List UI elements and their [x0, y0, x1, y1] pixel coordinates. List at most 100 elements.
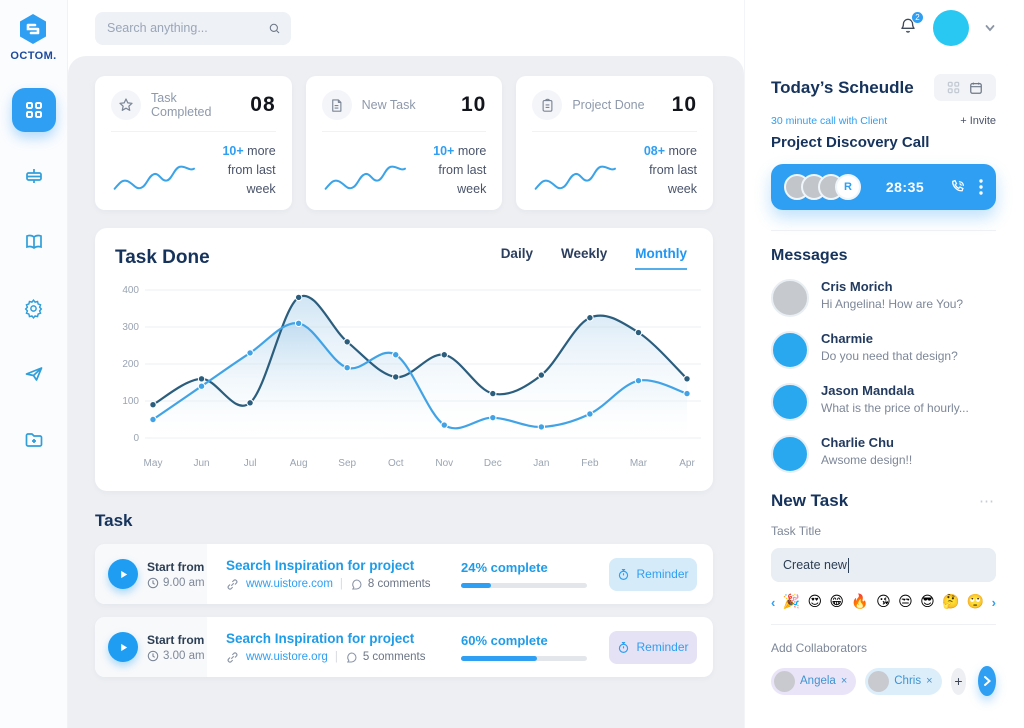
progress-bar: [461, 656, 587, 662]
folder-add-icon: [25, 433, 42, 447]
call-timer: 28:35: [885, 179, 925, 195]
emoji[interactable]: 😍: [807, 594, 823, 610]
collaborator-chip[interactable]: Chris ×: [865, 667, 942, 695]
stat-delta: 10+ more from last week: [433, 144, 487, 196]
submit-task-button[interactable]: [978, 666, 996, 696]
emoji[interactable]: 🙄: [966, 594, 985, 610]
search-icon[interactable]: [268, 20, 281, 37]
svg-text:200: 200: [122, 359, 139, 370]
play-button[interactable]: [108, 632, 138, 663]
schedule-view-toggle[interactable]: [934, 74, 996, 101]
svg-text:Dec: Dec: [484, 458, 502, 469]
task-start-block: Start from 9.00 am: [95, 544, 207, 605]
emoji[interactable]: 🤔: [942, 594, 960, 610]
task-row: Start from 9.00 am Search Inspiration fo…: [95, 544, 713, 605]
svg-text:Sep: Sep: [338, 458, 356, 469]
tab-daily[interactable]: Daily: [500, 246, 533, 262]
emoji[interactable]: 😁: [829, 594, 845, 610]
notifications-button[interactable]: 2: [898, 10, 924, 41]
remove-collaborator-icon[interactable]: ×: [926, 675, 933, 687]
link-icon: [227, 652, 238, 663]
svg-text:400: 400: [122, 285, 139, 296]
progress-bar: [461, 583, 587, 589]
emoji[interactable]: 😘: [876, 594, 891, 610]
calendar-view-icon[interactable]: [969, 81, 983, 95]
task-comments[interactable]: 8 comments: [350, 578, 431, 591]
add-collaborator-button[interactable]: +: [950, 667, 967, 695]
emoji[interactable]: 🔥: [851, 594, 869, 610]
sidebar-item-add-folder[interactable]: [12, 418, 56, 462]
stat-label: New Task: [361, 98, 416, 112]
avatar: [868, 670, 890, 692]
emoji[interactable]: 😒: [898, 594, 913, 610]
start-time: 3.00 am: [147, 650, 205, 662]
sparkline-chart: [534, 165, 617, 191]
sidebar-item-dashboard[interactable]: [11, 88, 56, 132]
phone-icon[interactable]: [949, 178, 967, 196]
task-start-block: Start from 3.00 am: [95, 617, 207, 678]
task-comments[interactable]: 5 comments: [345, 651, 425, 664]
emoji-next-icon[interactable]: ›: [991, 594, 996, 610]
logo[interactable]: OCTOM.: [10, 12, 56, 62]
user-avatar[interactable]: [933, 10, 969, 46]
stat-card-project-done: Project Done 10 08+ more from last week: [516, 76, 713, 211]
emoji-picker: ‹ 🎉 😍 😁 🔥 😘 😒 😎 🤔 🙄 ›: [771, 594, 996, 610]
task-url-link[interactable]: www.uistore.org: [246, 651, 328, 664]
search-bar[interactable]: [95, 11, 291, 45]
new-task-menu-icon[interactable]: ⋯: [979, 493, 996, 510]
collaborator-chip[interactable]: Angela ×: [771, 667, 857, 695]
emoji[interactable]: 🎉: [782, 594, 801, 610]
task-row-title[interactable]: Search Inspiration for project: [226, 630, 415, 646]
active-call-card[interactable]: R 28:35: [771, 164, 996, 210]
task-row-title[interactable]: Search Inspiration for project: [226, 557, 415, 573]
svg-text:300: 300: [122, 322, 139, 333]
task-title-input[interactable]: Create new: [771, 548, 996, 582]
call-menu-icon[interactable]: [979, 179, 983, 195]
svg-text:Feb: Feb: [581, 458, 599, 469]
sidebar-item-send[interactable]: [12, 352, 56, 396]
stat-delta: 08+ more from last week: [643, 144, 697, 196]
message-item[interactable]: Jason Mandala What is the price of hourl…: [771, 383, 996, 421]
emoji-prev-icon[interactable]: ‹: [771, 594, 776, 610]
message-item[interactable]: Charlie Chu Awsome design!!: [771, 435, 996, 473]
stat-card-new-task: New Task 10 10+ more from last week: [305, 76, 503, 211]
call-name: Project Discovery Call: [771, 134, 930, 151]
notification-badge: 2: [911, 10, 924, 24]
reminder-button[interactable]: Reminder: [609, 557, 697, 591]
remove-collaborator-icon[interactable]: ×: [840, 675, 848, 687]
comment-icon: [346, 652, 357, 663]
search-input[interactable]: [107, 21, 268, 35]
play-button[interactable]: [108, 559, 138, 590]
sidebar-item-tools[interactable]: [12, 154, 56, 198]
stat-cards: Task Completed 08 10+ more from last wee…: [95, 76, 713, 211]
progress-label: 24% complete: [461, 560, 548, 576]
grid-view-icon[interactable]: [947, 81, 960, 94]
sidebar-item-library[interactable]: [12, 220, 56, 264]
stat-card-task-completed: Task Completed 08 10+ more from last wee…: [95, 76, 292, 211]
chart-title: Task Done: [115, 247, 210, 269]
comment-icon: [351, 579, 362, 590]
svg-text:Oct: Oct: [388, 458, 404, 469]
reminder-button[interactable]: Reminder: [609, 630, 697, 664]
emoji[interactable]: 😎: [920, 594, 935, 610]
svg-text:0: 0: [133, 433, 139, 444]
chevron-down-icon[interactable]: [984, 22, 996, 34]
add-collaborators-label: Add Collaborators: [771, 641, 868, 655]
task-url-link[interactable]: www.uistore.com: [246, 578, 333, 591]
tab-monthly[interactable]: Monthly: [635, 246, 687, 271]
message-item[interactable]: Charmie Do you need that design?: [771, 331, 996, 369]
sidebar: OCTOM.: [0, 0, 68, 728]
stat-label: Task Completed: [151, 91, 212, 119]
start-from-label: Start from: [147, 632, 205, 647]
tab-weekly[interactable]: Weekly: [560, 246, 608, 262]
stat-value: 10: [671, 93, 697, 116]
new-task-title: New Task: [771, 491, 849, 510]
avatar: [771, 383, 809, 421]
task-title-label: Task Title: [771, 524, 822, 538]
sidebar-item-settings[interactable]: [12, 286, 56, 330]
stat-value: 08: [250, 93, 276, 116]
user-row: 2: [771, 0, 996, 56]
message-item[interactable]: Cris Morich Hi Angelina! How are You?: [771, 279, 996, 317]
svg-text:Jun: Jun: [193, 458, 209, 469]
invite-button[interactable]: + Invite: [960, 115, 996, 127]
